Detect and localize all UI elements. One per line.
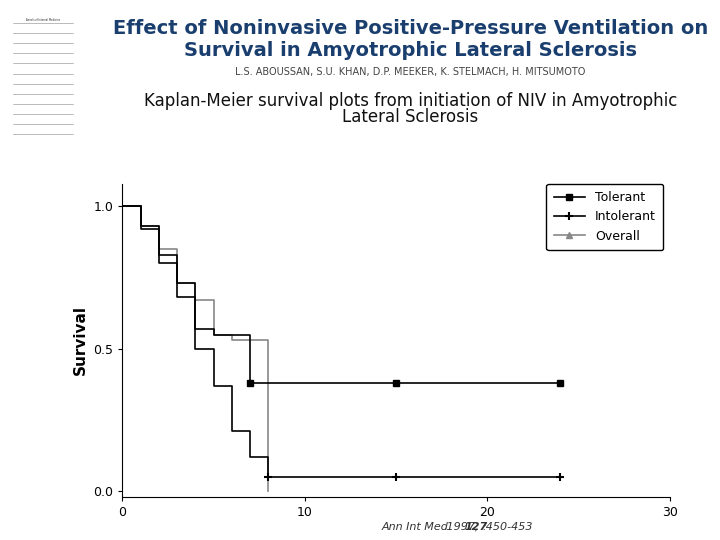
Text: Survival in Amyotrophic Lateral Sclerosis: Survival in Amyotrophic Lateral Sclerosi… xyxy=(184,40,637,59)
Text: Ann Int Med: Ann Int Med xyxy=(382,522,449,532)
Text: :450-453: :450-453 xyxy=(482,522,533,532)
Text: 127: 127 xyxy=(464,522,487,532)
Text: Kaplan-Meier survival plots from initiation of NIV in Amyotrophic: Kaplan-Meier survival plots from initiat… xyxy=(144,92,677,110)
Text: L.S. ABOUSSAN, S.U. KHAN, D.P. MEEKER, K. STELMACH, H. MITSUMOTO: L.S. ABOUSSAN, S.U. KHAN, D.P. MEEKER, K… xyxy=(235,68,585,78)
Text: Lateral Sclerosis: Lateral Sclerosis xyxy=(342,108,479,126)
Y-axis label: Survival: Survival xyxy=(73,305,88,375)
Text: Annals of Internal Medicine: Annals of Internal Medicine xyxy=(26,18,60,22)
Text: Effect of Noninvasive Positive-Pressure Ventilation on: Effect of Noninvasive Positive-Pressure … xyxy=(113,19,708,38)
Legend: Tolerant, Intolerant, Overall: Tolerant, Intolerant, Overall xyxy=(546,184,663,250)
Text: 1997;: 1997; xyxy=(443,522,479,532)
